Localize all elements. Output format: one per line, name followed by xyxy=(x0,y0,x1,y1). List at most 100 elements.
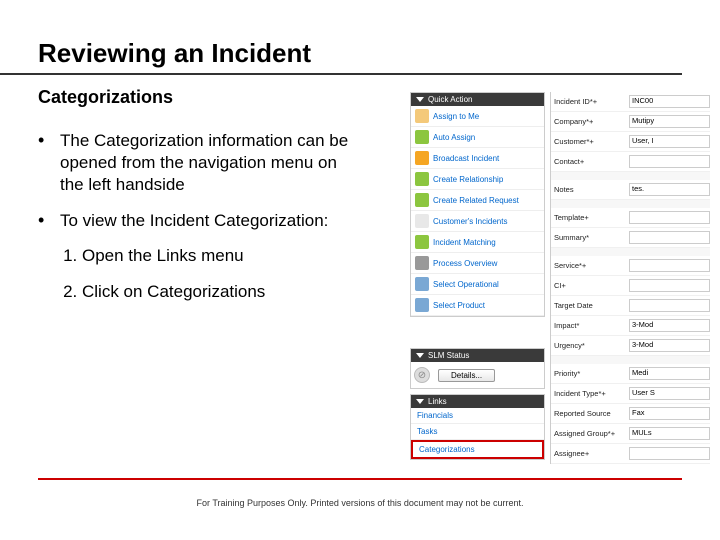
quick-action-item[interactable]: Broadcast Incident xyxy=(411,148,544,169)
form-label: Notes xyxy=(551,185,629,194)
action-link[interactable]: Auto Assign xyxy=(433,133,475,142)
form-row: Contact+ xyxy=(551,152,710,172)
form-label: Summary* xyxy=(551,233,629,242)
bullet-dot: • xyxy=(38,130,60,196)
form-separator xyxy=(551,248,710,256)
form-row: Company*+Mutipy xyxy=(551,112,710,132)
form-separator xyxy=(551,356,710,364)
form-label: Incident Type*+ xyxy=(551,389,629,398)
quick-action-header[interactable]: Quick Action xyxy=(411,93,544,106)
action-icon xyxy=(415,256,429,270)
form-row: Customer*+User, I xyxy=(551,132,710,152)
action-link[interactable]: Create Relationship xyxy=(433,175,503,184)
form-input[interactable]: tes. xyxy=(629,183,710,196)
bullet-dot: • xyxy=(38,210,60,232)
link-financials[interactable]: Financials xyxy=(411,408,544,424)
action-icon xyxy=(415,172,429,186)
form-input[interactable]: INC00 xyxy=(629,95,710,108)
form-label: Customer*+ xyxy=(551,137,629,146)
form-label: Target Date xyxy=(551,301,629,310)
action-link[interactable]: Select Operational xyxy=(433,280,499,289)
form-row: Notestes. xyxy=(551,180,710,200)
form-input[interactable] xyxy=(629,447,710,460)
collapse-icon xyxy=(416,353,424,358)
page-title: Reviewing an Incident xyxy=(0,0,682,75)
form-row: Target Date xyxy=(551,296,710,316)
link-categorizations[interactable]: Categorizations xyxy=(411,440,544,459)
form-input[interactable]: MULs xyxy=(629,427,710,440)
form-input[interactable]: User S xyxy=(629,387,710,400)
form-row: Template+ xyxy=(551,208,710,228)
disclaimer-text: For Training Purposes Only. Printed vers… xyxy=(0,498,720,508)
form-row: Impact*3-Mod xyxy=(551,316,710,336)
action-link[interactable]: Select Product xyxy=(433,301,485,310)
form-input[interactable] xyxy=(629,155,710,168)
action-icon xyxy=(415,130,429,144)
quick-action-item[interactable]: Process Overview xyxy=(411,253,544,274)
action-icon xyxy=(415,235,429,249)
form-label: Reported Source xyxy=(551,409,629,418)
action-link[interactable]: Incident Matching xyxy=(433,238,496,247)
quick-action-panel: Quick Action Assign to Me Auto Assign Broa… xyxy=(410,92,545,317)
incident-form: Incident ID*+INC00Company*+MutipyCustome… xyxy=(550,92,710,464)
action-link[interactable]: Assign to Me xyxy=(433,112,479,121)
quick-action-item[interactable]: Select Product xyxy=(411,295,544,316)
form-label: Contact+ xyxy=(551,157,629,166)
form-label: Impact* xyxy=(551,321,629,330)
form-row: Assigned Group*+MULs xyxy=(551,424,710,444)
slm-status-icon: ⊘ xyxy=(414,367,430,383)
collapse-icon xyxy=(416,399,424,404)
quick-action-item[interactable]: Create Related Request xyxy=(411,190,544,211)
form-input[interactable] xyxy=(629,231,710,244)
form-input[interactable] xyxy=(629,299,710,312)
step-item: Open the Links menu xyxy=(82,244,360,268)
action-icon xyxy=(415,193,429,207)
action-icon xyxy=(415,109,429,123)
action-link[interactable]: Customer's Incidents xyxy=(433,217,507,226)
slm-panel: SLM Status ⊘ Details... xyxy=(410,348,545,389)
form-input[interactable]: Medi xyxy=(629,367,710,380)
form-input[interactable]: Fax xyxy=(629,407,710,420)
form-label: Assignee+ xyxy=(551,449,629,458)
form-separator xyxy=(551,200,710,208)
quick-action-item[interactable]: Auto Assign xyxy=(411,127,544,148)
quick-action-item[interactable]: Assign to Me xyxy=(411,106,544,127)
collapse-icon xyxy=(416,97,424,102)
form-label: Company*+ xyxy=(551,117,629,126)
form-input[interactable] xyxy=(629,259,710,272)
form-row: Service*+ xyxy=(551,256,710,276)
action-link[interactable]: Broadcast Incident xyxy=(433,154,499,163)
form-row: Summary* xyxy=(551,228,710,248)
quick-action-item[interactable]: Incident Matching xyxy=(411,232,544,253)
form-input[interactable]: 3-Mod xyxy=(629,319,710,332)
form-row: Incident Type*+User S xyxy=(551,384,710,404)
quick-action-item[interactable]: Create Relationship xyxy=(411,169,544,190)
form-input[interactable]: Mutipy xyxy=(629,115,710,128)
form-input[interactable] xyxy=(629,211,710,224)
form-input[interactable]: 3-Mod xyxy=(629,339,710,352)
quick-action-item[interactable]: Customer's Incidents xyxy=(411,211,544,232)
bullet-text: The Categorization information can be op… xyxy=(60,130,360,196)
slm-header[interactable]: SLM Status xyxy=(411,349,544,362)
quick-action-item[interactable]: Select Operational xyxy=(411,274,544,295)
links-panel: Links Financials Tasks Categorizations xyxy=(410,394,545,460)
form-row: CI+ xyxy=(551,276,710,296)
action-icon xyxy=(415,298,429,312)
action-link[interactable]: Create Related Request xyxy=(433,196,519,205)
panel-title: SLM Status xyxy=(428,351,469,360)
form-input[interactable] xyxy=(629,279,710,292)
form-label: Assigned Group*+ xyxy=(551,429,629,438)
link-tasks[interactable]: Tasks xyxy=(411,424,544,440)
form-row: Priority*Medi xyxy=(551,364,710,384)
details-button[interactable]: Details... xyxy=(438,369,495,382)
action-link[interactable]: Process Overview xyxy=(433,259,497,268)
action-icon xyxy=(415,214,429,228)
form-input[interactable]: User, I xyxy=(629,135,710,148)
form-label: Template+ xyxy=(551,213,629,222)
links-header[interactable]: Links xyxy=(411,395,544,408)
bullet-item: • To view the Incident Categorization: xyxy=(38,210,360,232)
form-row: Assignee+ xyxy=(551,444,710,464)
form-label: Priority* xyxy=(551,369,629,378)
form-separator xyxy=(551,172,710,180)
form-row: Incident ID*+INC00 xyxy=(551,92,710,112)
